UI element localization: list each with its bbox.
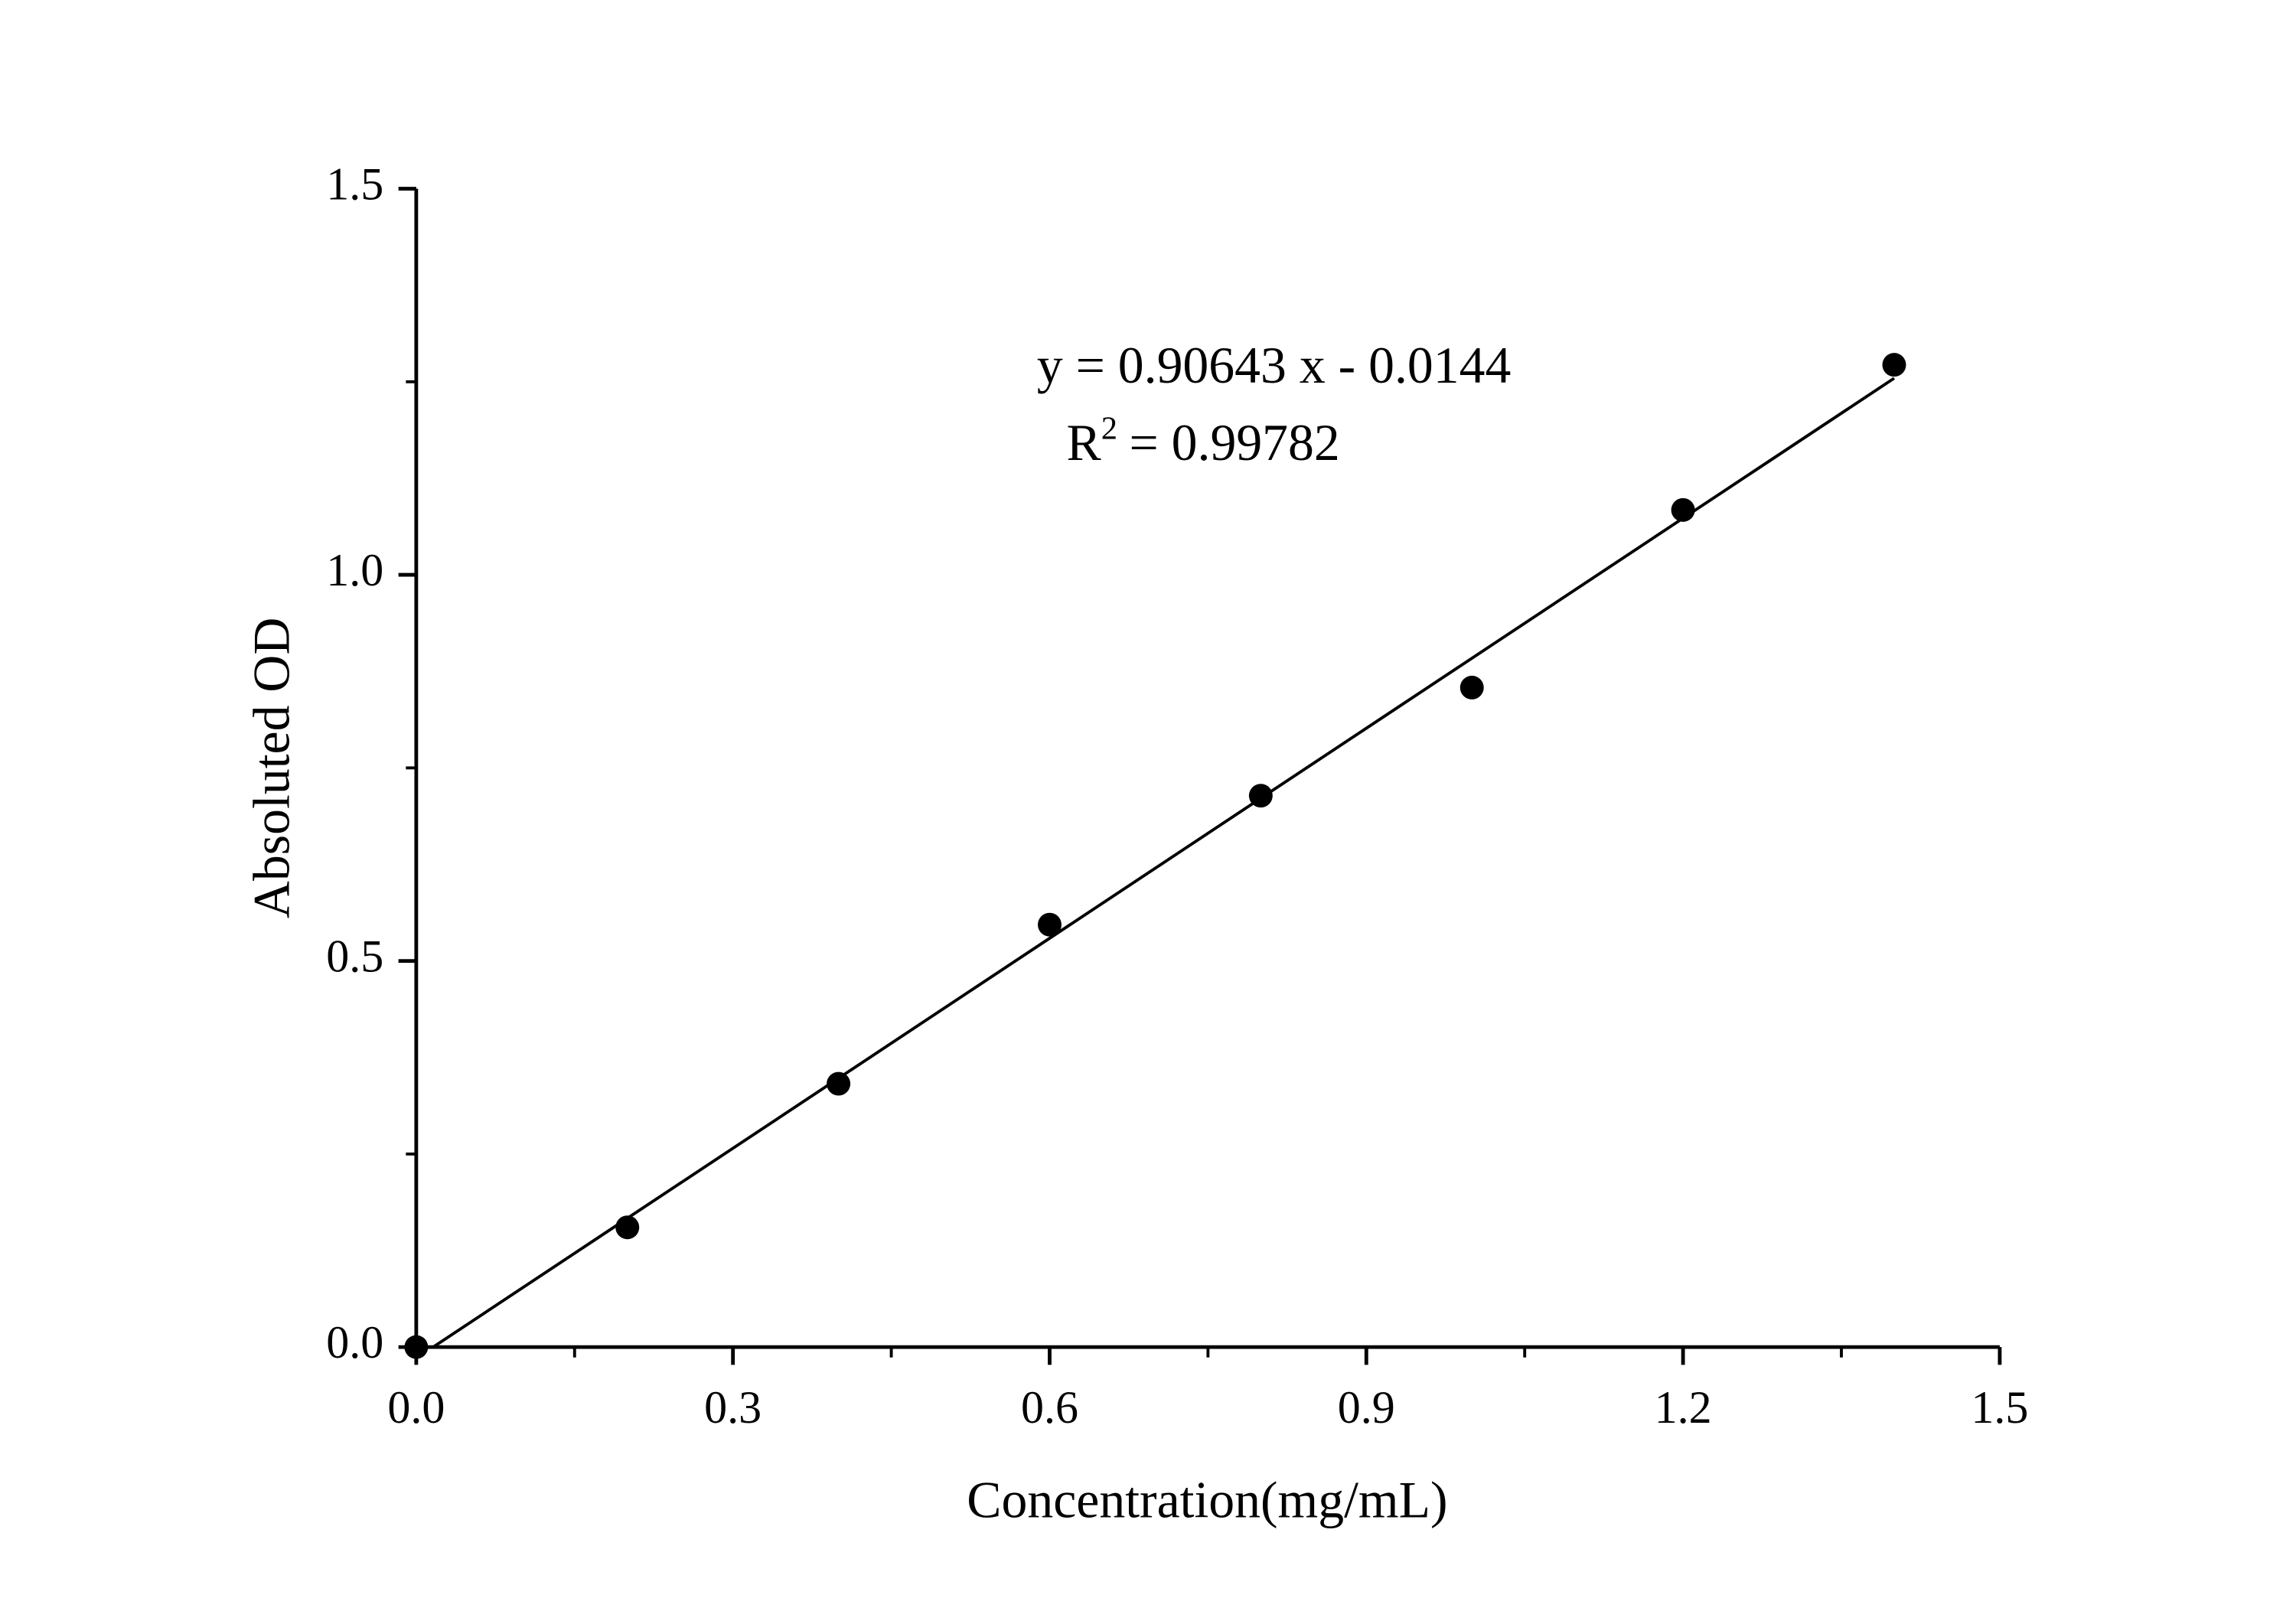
- data-point: [1248, 784, 1273, 808]
- x-axis-title: Concentration(mg/mL): [967, 1472, 1447, 1529]
- x-tick-label: 0.9: [1338, 1382, 1395, 1433]
- y-tick-label: 0.5: [326, 931, 383, 981]
- data-point: [1459, 675, 1484, 700]
- r2-superscript: 2: [1101, 411, 1117, 447]
- data-point: [404, 1335, 429, 1359]
- data-point: [827, 1071, 851, 1096]
- r2-base: R: [1067, 414, 1102, 471]
- data-point: [1882, 353, 1906, 377]
- fit-line: [432, 377, 1896, 1349]
- x-tick-label: 1.5: [1971, 1382, 2028, 1433]
- equation: y = 0.90643 x - 0.0144: [1037, 337, 1512, 394]
- x-tick-label: 0.6: [1021, 1382, 1078, 1433]
- data-point: [1038, 912, 1062, 937]
- r-squared: R2 = 0.99782: [1067, 411, 1340, 471]
- data-point: [615, 1215, 640, 1240]
- x-tick-label: 0.0: [387, 1382, 445, 1433]
- data-point: [1671, 497, 1695, 522]
- y-axis-title: Absoluted OD: [243, 618, 300, 918]
- y-tick-label: 1.5: [326, 158, 383, 209]
- x-tick-label: 1.2: [1655, 1382, 1712, 1433]
- r2-value: = 0.99782: [1130, 414, 1340, 471]
- y-tick-label: 1.0: [326, 545, 383, 595]
- x-tick-label: 0.3: [704, 1382, 762, 1433]
- y-tick-label: 0.0: [326, 1317, 383, 1368]
